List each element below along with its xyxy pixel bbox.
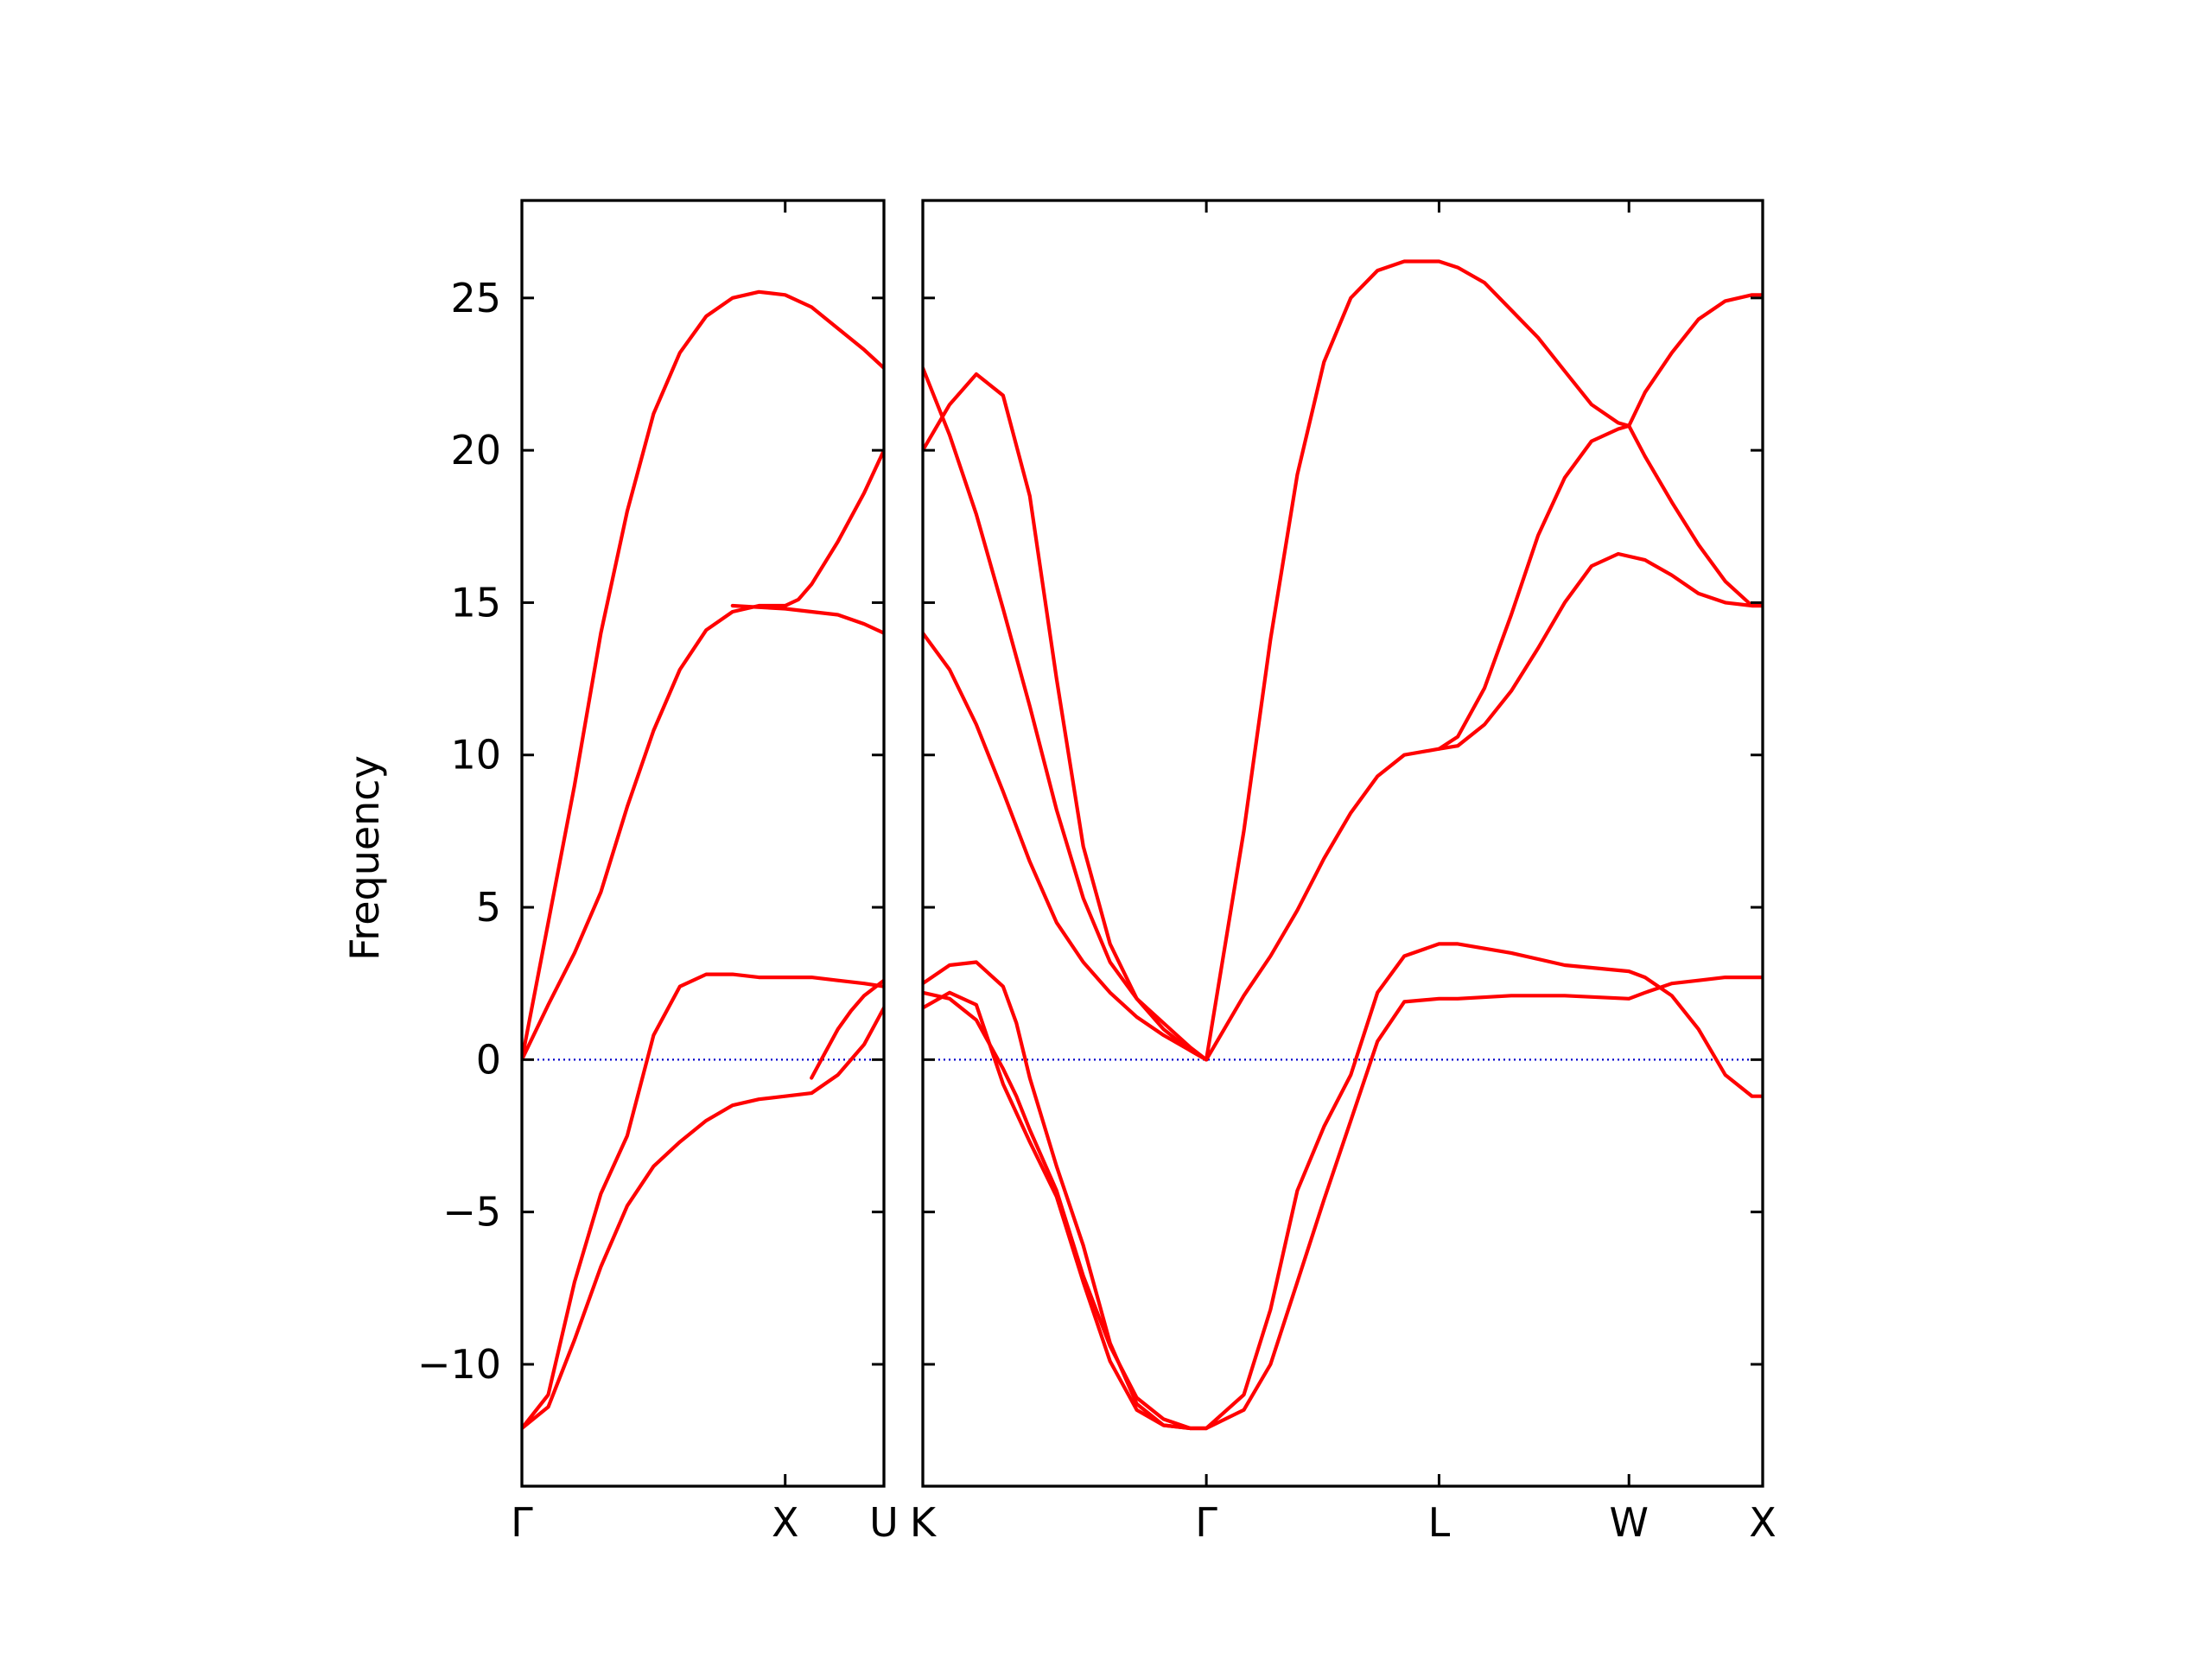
y-tick-label: −10 [417,1341,501,1388]
y-tick-label: 0 [476,1036,501,1083]
band-1-2 [522,448,884,1062]
y-axis-label: Frequency [341,755,388,961]
band-2-4 [1205,259,1763,1062]
band-2-9 [923,990,1209,1431]
y-tick-label: 5 [476,884,501,931]
x-tick-label: K [910,1499,938,1546]
band-2-8 [923,960,1209,1431]
x-tick-label: Γ [511,1499,533,1546]
band-2-1 [923,631,1209,1062]
band-2-5 [1205,423,1763,1062]
band-2-6 [1437,551,1763,751]
x-tick-label: L [1428,1499,1451,1546]
panel-2-frame [921,199,1764,1488]
x-tick-label: Γ [1195,1499,1217,1546]
band-2-3 [923,372,1209,1062]
band-2-2 [923,365,1209,1062]
panel-1-frame [520,199,886,1488]
band-1-4 [522,972,884,1431]
panel-1-plot-area [522,289,884,1431]
y-tick-label: −5 [442,1189,501,1236]
y-tick-label: 20 [450,427,501,474]
band-2-10 [1205,942,1763,1431]
band-1-6 [810,978,884,1080]
y-tick-label: 25 [450,275,501,321]
y-tick-label: 10 [450,732,501,779]
band-1-5 [730,603,884,635]
x-tick-label: U [869,1499,899,1546]
x-tick-label: X [1749,1499,1777,1546]
panel-2-plot-area [923,259,1763,1431]
band-1-3 [522,1006,884,1431]
band-1-1 [522,289,884,1062]
y-tick-label: 15 [450,579,501,626]
band-2-11 [1205,976,1763,1431]
band-2-7 [923,990,1209,1431]
x-tick-label: X [772,1499,799,1546]
x-tick-label: W [1609,1499,1648,1546]
